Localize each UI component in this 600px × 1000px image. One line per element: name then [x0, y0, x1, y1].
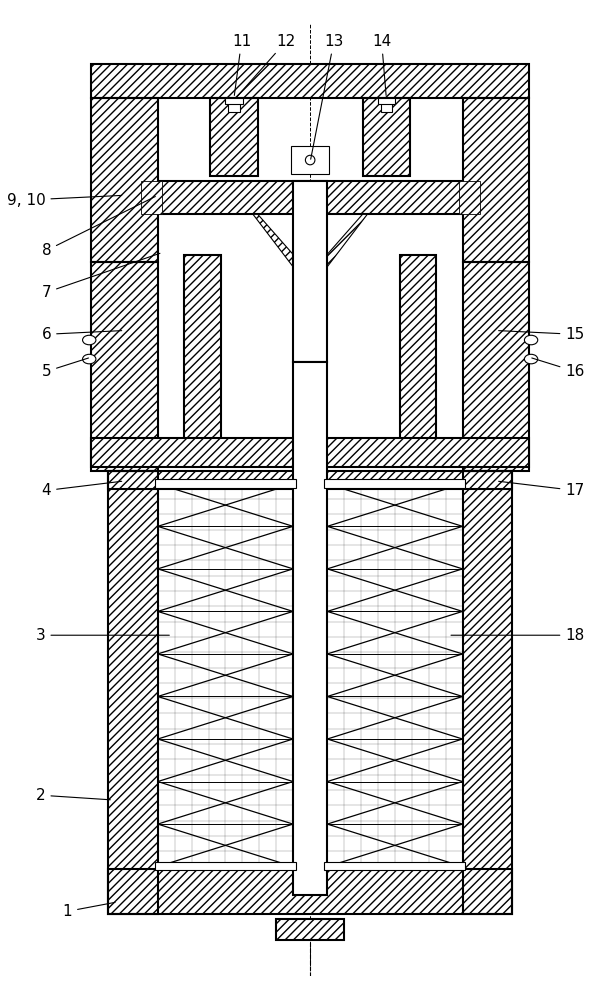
Bar: [108, 471, 512, 489]
Bar: [91, 438, 529, 467]
Text: 17: 17: [499, 481, 584, 498]
Bar: [293, 362, 327, 895]
Text: 14: 14: [372, 34, 391, 95]
Bar: [362, 98, 410, 176]
Text: 18: 18: [451, 628, 584, 643]
Bar: [400, 255, 436, 448]
Bar: [91, 98, 158, 262]
Text: 4: 4: [41, 481, 122, 498]
Bar: [463, 98, 529, 262]
Bar: [293, 181, 327, 362]
Bar: [210, 98, 258, 176]
Text: 7: 7: [41, 253, 160, 300]
Bar: [276, 919, 344, 940]
Text: 5: 5: [41, 358, 88, 379]
Bar: [91, 64, 529, 98]
Bar: [463, 98, 529, 262]
Bar: [140, 181, 161, 214]
Bar: [91, 98, 158, 262]
Bar: [155, 479, 296, 488]
Bar: [108, 471, 158, 914]
Bar: [91, 262, 158, 471]
Bar: [155, 862, 296, 870]
Bar: [184, 255, 221, 448]
Bar: [184, 255, 221, 448]
Bar: [91, 438, 529, 467]
Bar: [325, 862, 466, 870]
Bar: [463, 262, 529, 471]
Bar: [108, 869, 512, 914]
Bar: [378, 98, 395, 104]
Text: 13: 13: [311, 34, 344, 159]
Bar: [400, 255, 436, 448]
Text: 16: 16: [532, 358, 585, 379]
Bar: [91, 262, 158, 471]
Bar: [362, 98, 410, 176]
Bar: [291, 146, 329, 174]
Ellipse shape: [83, 354, 96, 364]
Polygon shape: [327, 214, 367, 267]
Bar: [210, 98, 258, 176]
Bar: [463, 471, 512, 914]
Bar: [228, 98, 239, 112]
Bar: [325, 479, 466, 488]
Text: 12: 12: [236, 34, 296, 98]
Bar: [158, 181, 463, 214]
Text: 11: 11: [232, 34, 251, 95]
Text: 1: 1: [62, 902, 115, 919]
Bar: [276, 919, 344, 940]
Text: 3: 3: [35, 628, 169, 643]
Ellipse shape: [524, 335, 538, 345]
Bar: [459, 181, 479, 214]
Text: 2: 2: [36, 788, 110, 803]
Bar: [108, 471, 512, 489]
Bar: [108, 869, 512, 914]
Text: 6: 6: [41, 327, 122, 342]
Ellipse shape: [83, 335, 96, 345]
Bar: [108, 471, 158, 914]
Text: 9, 10: 9, 10: [7, 193, 122, 208]
Bar: [158, 489, 463, 869]
Polygon shape: [253, 214, 293, 267]
Bar: [380, 98, 392, 112]
Text: 8: 8: [41, 197, 155, 258]
Ellipse shape: [524, 354, 538, 364]
Bar: [158, 181, 463, 214]
Bar: [463, 471, 512, 914]
Bar: [226, 98, 242, 104]
Bar: [91, 64, 529, 98]
Text: 15: 15: [499, 327, 584, 342]
Bar: [463, 262, 529, 471]
